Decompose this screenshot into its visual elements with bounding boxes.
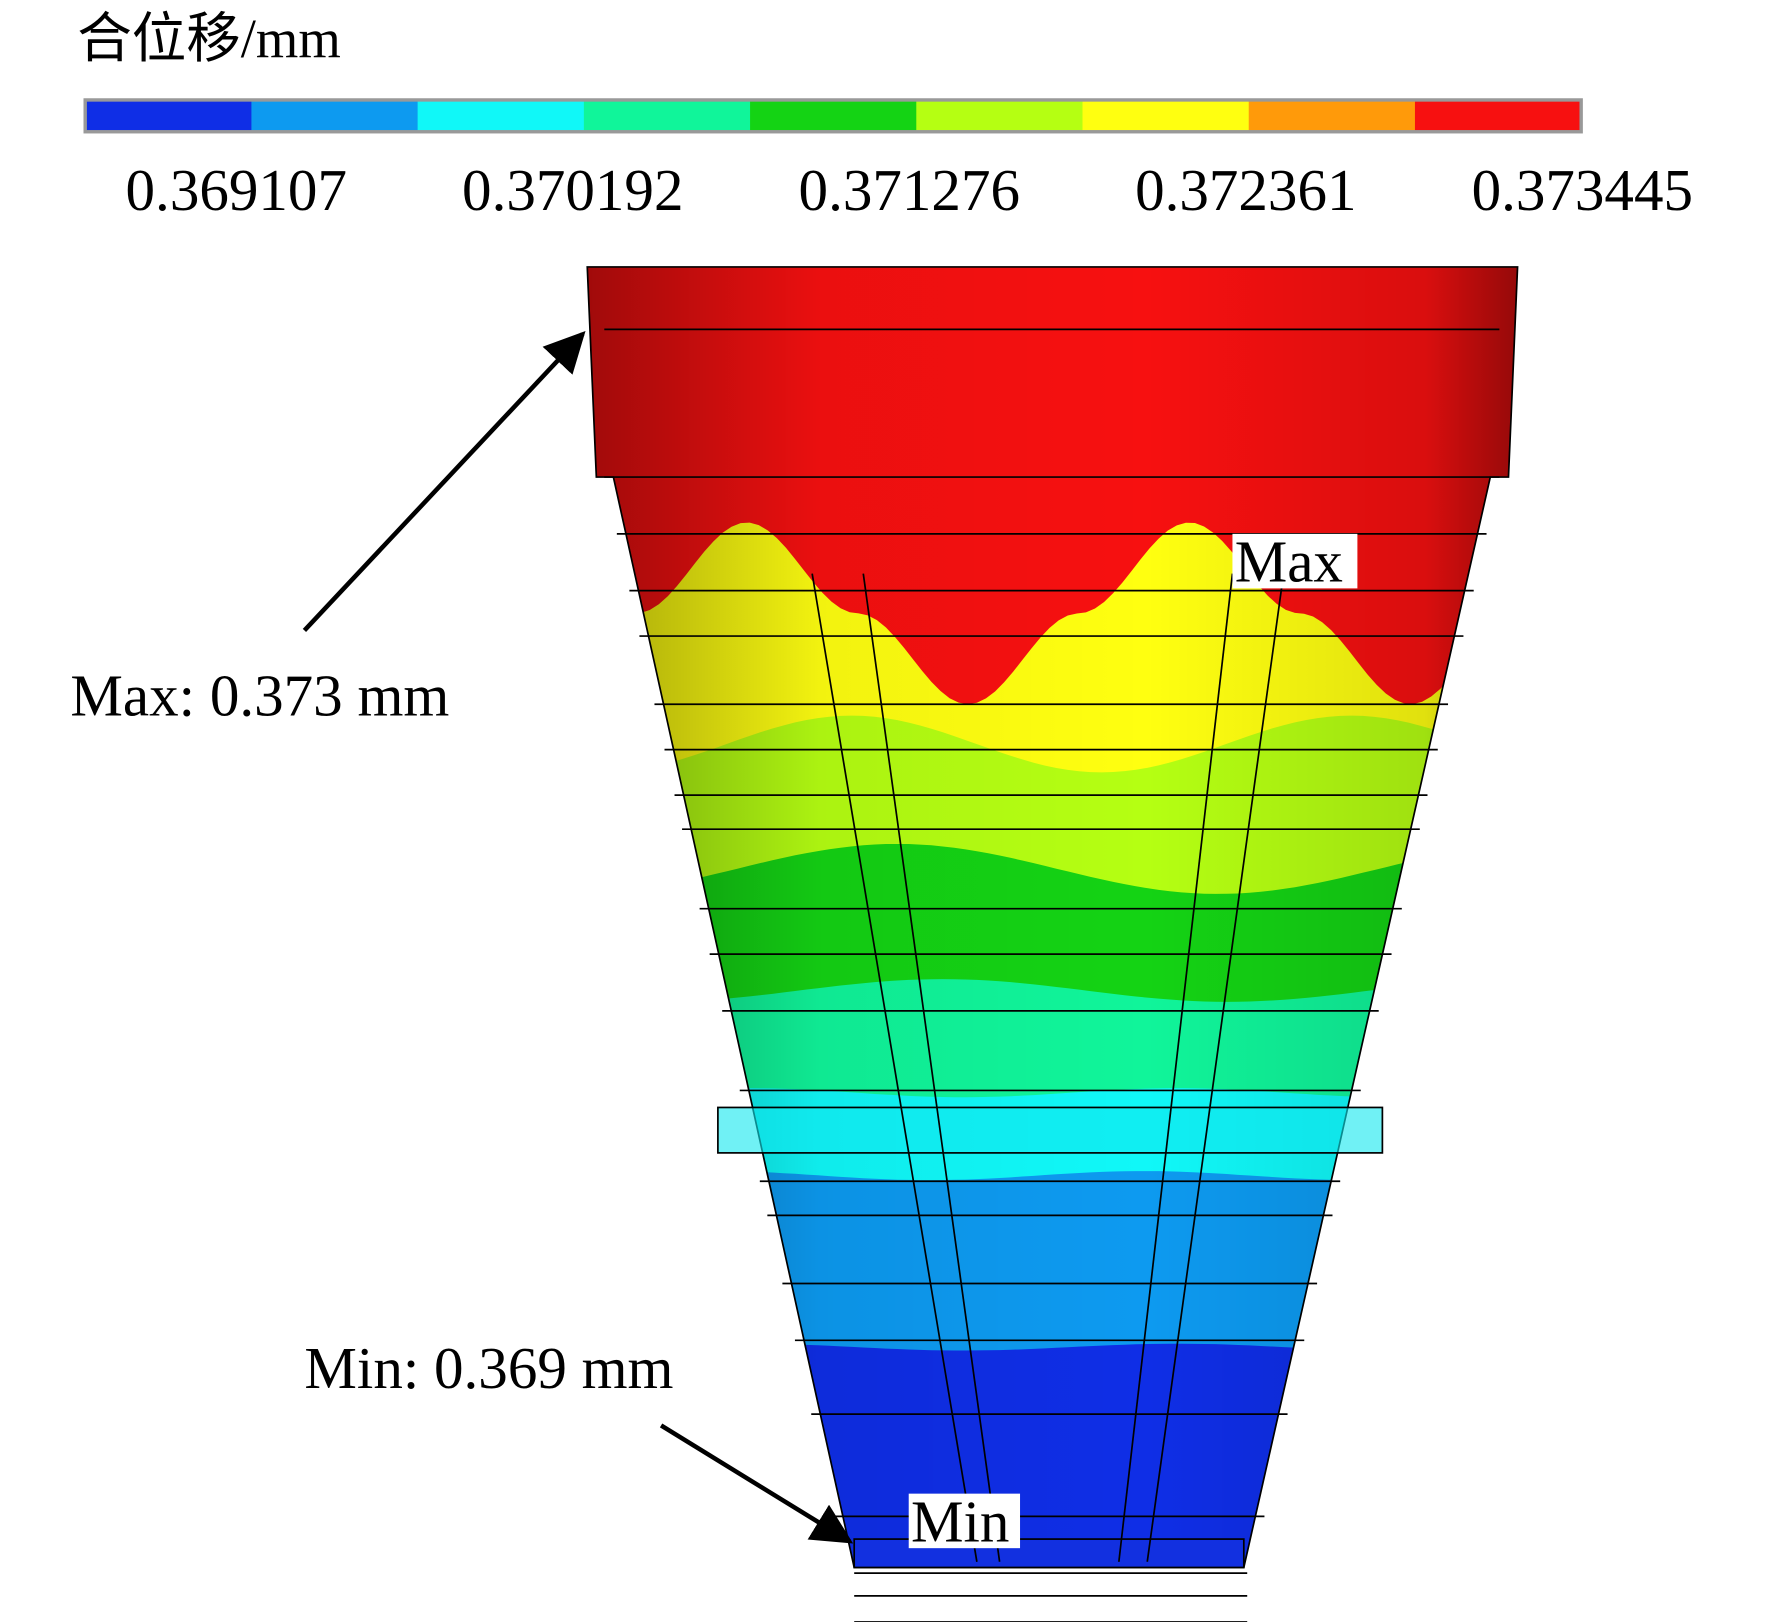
min-tag: Min (911, 1488, 1009, 1554)
legend-title: 合位移/mm (77, 8, 341, 69)
max-tag-box (1232, 533, 1358, 589)
color-swatch (1248, 99, 1416, 132)
rib-line (811, 573, 978, 1562)
max-tag: Max (1235, 529, 1343, 595)
legend-label: 0.370192 (462, 157, 683, 223)
rib-line (1146, 573, 1285, 1562)
color-bar-frame (83, 98, 1583, 134)
color-swatch (417, 99, 585, 132)
color-bar: 0.369107 0.370192 0.371276 0.372361 0.373445 (83, 98, 1693, 223)
color-swatch (251, 99, 419, 132)
max-label: Max: 0.373 mm (70, 663, 449, 729)
color-swatch (85, 99, 252, 132)
color-swatch (1414, 99, 1582, 132)
legend-label: 0.373445 (1472, 157, 1693, 223)
rib-line (862, 573, 1001, 1562)
max-arrow (302, 330, 586, 632)
legend-label: 0.369107 (126, 157, 347, 223)
rib-line (1118, 573, 1234, 1562)
legend-label: 0.372361 (1135, 157, 1356, 223)
color-swatch (750, 99, 917, 132)
min-label: Min: 0.369 mm (304, 1335, 673, 1401)
color-swatch (583, 99, 751, 132)
wireframe (586, 266, 1519, 1622)
min-arrow (659, 1423, 854, 1544)
shading (587, 266, 1518, 1568)
cone-model (587, 266, 1518, 1568)
ring (717, 1106, 1384, 1154)
color-swatch (916, 99, 1084, 132)
min-tag-box (908, 1493, 1021, 1549)
legend-label: 0.371276 (799, 157, 1020, 223)
color-swatch (1082, 99, 1250, 132)
